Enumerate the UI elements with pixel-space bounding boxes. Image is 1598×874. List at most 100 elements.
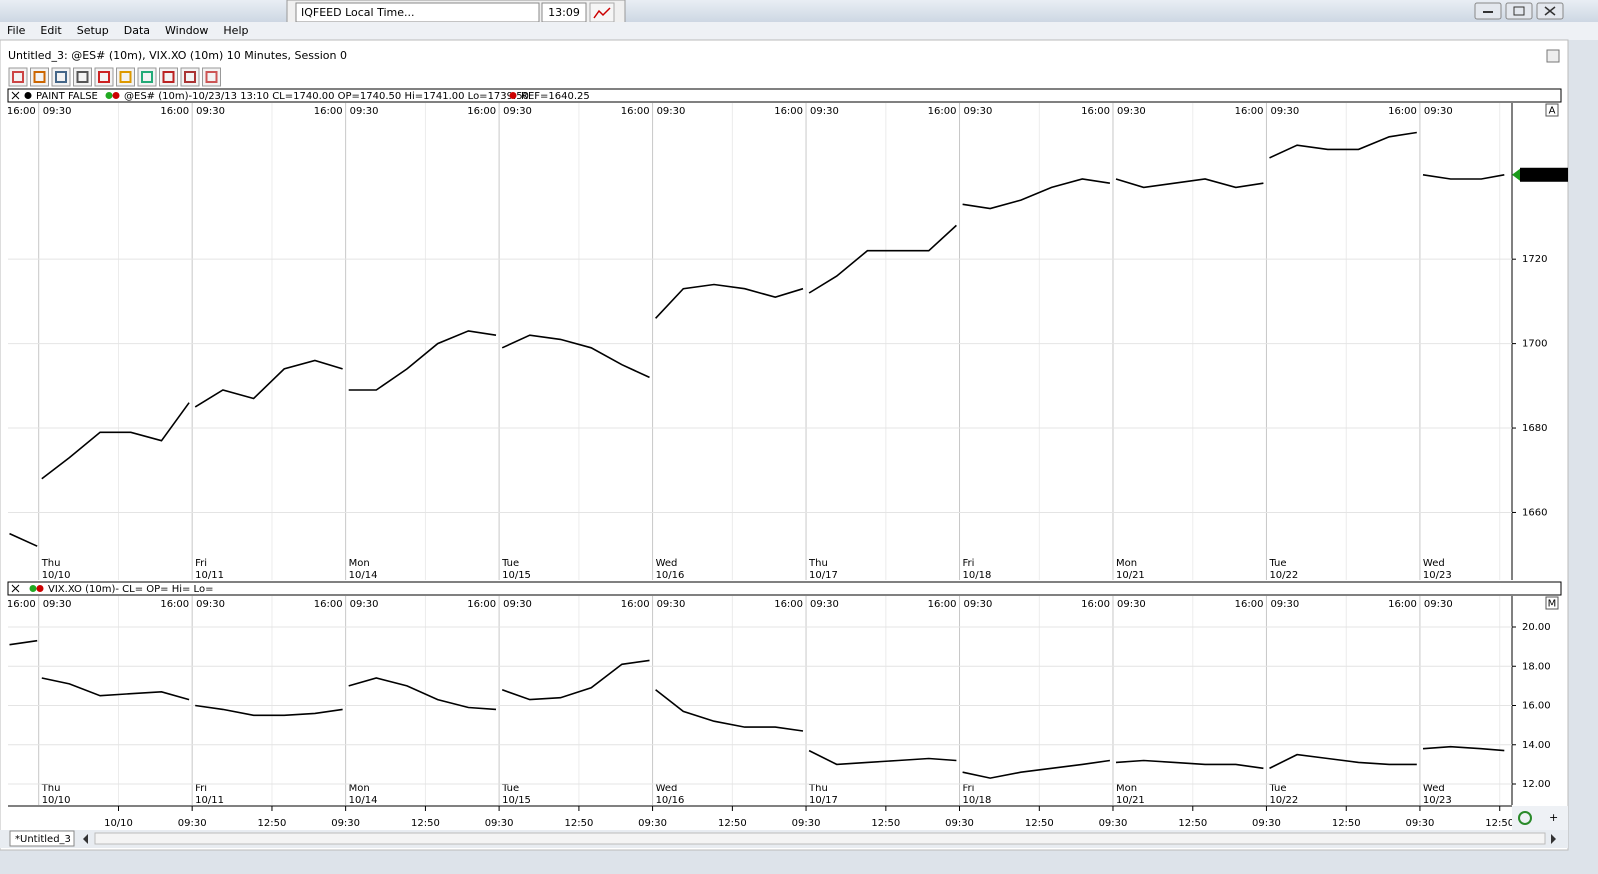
session-open-label: 09:30 xyxy=(196,599,225,610)
day-weekday: Wed xyxy=(656,783,678,794)
session-open-label: 09:30 xyxy=(1117,599,1146,610)
day-date: 10/15 xyxy=(502,795,531,806)
plot-area xyxy=(8,596,1512,805)
day-weekday: Fri xyxy=(195,783,207,794)
price-line xyxy=(1422,745,1505,752)
day-date: 10/21 xyxy=(1116,795,1145,806)
price-line xyxy=(655,689,804,732)
time-tick-label: 09:30 xyxy=(1252,818,1281,829)
legend-text: REF=1640.25 xyxy=(521,91,590,102)
price-line xyxy=(808,749,957,766)
day-date: 10/16 xyxy=(656,570,685,581)
time-tick-label: 10/10 xyxy=(104,818,133,829)
plot-area xyxy=(8,103,1512,580)
toolbar-button[interactable] xyxy=(159,67,178,87)
session-close-label: 16:00 xyxy=(1388,599,1417,610)
toolbar-button[interactable] xyxy=(94,67,114,87)
price-line xyxy=(194,359,343,408)
session-close-label: 16:00 xyxy=(160,106,189,117)
scale-mode-label: M xyxy=(1548,599,1557,610)
toolbar-button[interactable] xyxy=(180,67,200,87)
session-open-label: 09:30 xyxy=(810,106,839,117)
pane-header xyxy=(7,88,1562,103)
y-tick-label: 20.00 xyxy=(1522,622,1551,633)
session-close-label: 16:00 xyxy=(1235,599,1264,610)
session-close-label: 16:00 xyxy=(1081,106,1110,117)
session-close-label: 16:00 xyxy=(314,106,343,117)
legend-text: PAINT FALSE xyxy=(36,91,98,102)
day-date: 10/17 xyxy=(809,570,838,581)
menu-item[interactable]: Help xyxy=(223,24,248,37)
session-close-label: 16:00 xyxy=(621,106,650,117)
last-price-arrow xyxy=(1512,168,1520,181)
session-close-label: 16:00 xyxy=(1235,106,1264,117)
session-open-label: 09:30 xyxy=(657,106,686,117)
pane-close[interactable] xyxy=(11,584,20,593)
toolbar-button[interactable] xyxy=(116,67,135,87)
session-close-label: 16:00 xyxy=(467,599,496,610)
session-open-label: 09:30 xyxy=(1270,599,1299,610)
session-open-label: 09:30 xyxy=(196,106,225,117)
refresh-button[interactable] xyxy=(1518,811,1532,825)
menu-item[interactable]: Data xyxy=(124,24,150,37)
menu-item[interactable]: File xyxy=(7,24,26,37)
toolbar-icon xyxy=(33,71,46,83)
session-close-label: 16:00 xyxy=(7,599,36,610)
menu-item[interactable]: Edit xyxy=(40,24,62,37)
toolbar-button[interactable] xyxy=(51,67,71,87)
toolbar-button[interactable] xyxy=(8,67,28,87)
time-tick-label: 12:50 xyxy=(1332,818,1361,829)
toolbar-button[interactable] xyxy=(202,67,221,87)
menu: File Edit Setup Data Window Help xyxy=(7,24,249,37)
day-date: 10/15 xyxy=(502,570,531,581)
clock-chart-button[interactable] xyxy=(589,2,615,23)
toolbar-button[interactable] xyxy=(73,67,92,87)
panes: PAINT FALSE @ES# (10m)-10/23/13 13:10 CL=… xyxy=(7,88,1568,829)
tab[interactable] xyxy=(9,830,75,847)
day-date: 10/17 xyxy=(809,795,838,806)
scale-mode xyxy=(1545,103,1559,117)
day-weekday: Tue xyxy=(501,783,519,794)
day-date: 10/11 xyxy=(195,795,224,806)
price-line xyxy=(962,759,1111,779)
price-line xyxy=(1422,174,1505,180)
session-open-label: 09:30 xyxy=(43,106,72,117)
scroll-right[interactable] xyxy=(1551,834,1556,844)
toolbar-icon xyxy=(184,71,196,83)
price-line xyxy=(41,677,190,701)
clock-time: 13:09 xyxy=(548,6,580,19)
day-weekday: Fri xyxy=(195,558,207,569)
day-date: 10/23 xyxy=(1423,795,1452,806)
y-tick-label: 1680 xyxy=(1522,423,1547,434)
session-close-label: 16:00 xyxy=(928,106,957,117)
session-open-label: 09:30 xyxy=(1424,599,1453,610)
scrollbar[interactable] xyxy=(94,832,1546,845)
toolbar-button[interactable] xyxy=(30,67,49,87)
menu-item[interactable]: Window xyxy=(165,24,208,37)
toolbar-button[interactable] xyxy=(137,67,157,87)
restore-button[interactable] xyxy=(1505,2,1533,20)
pane-close[interactable] xyxy=(11,91,20,100)
scale-mode-label: A xyxy=(1549,106,1556,117)
day-weekday: Mon xyxy=(349,783,370,794)
legend-dot xyxy=(509,92,517,99)
time-tick-label: 12:50 xyxy=(1025,818,1054,829)
scroll-left[interactable] xyxy=(83,834,88,844)
session-open-label: 09:30 xyxy=(657,599,686,610)
price-line xyxy=(9,532,38,547)
legend-text: @ES# (10m)-10/23/13 13:10 CL=1740.00 OP=… xyxy=(124,91,529,102)
y-tick-label: 12.00 xyxy=(1522,779,1551,790)
price-line xyxy=(348,677,497,711)
session-open-label: 09:30 xyxy=(503,106,532,117)
window-close[interactable] xyxy=(1546,49,1560,63)
day-weekday: Mon xyxy=(1116,558,1137,569)
day-weekday: Fri xyxy=(963,558,975,569)
price-line xyxy=(962,178,1111,210)
day-weekday: Thu xyxy=(808,558,828,569)
session-open-label: 09:30 xyxy=(503,599,532,610)
time-tick-label: 12:50 xyxy=(258,818,287,829)
price-line xyxy=(1115,759,1264,770)
day-weekday: Mon xyxy=(349,558,370,569)
zoom-in-button[interactable]: + xyxy=(1549,811,1558,824)
menu-item[interactable]: Setup xyxy=(77,24,109,37)
